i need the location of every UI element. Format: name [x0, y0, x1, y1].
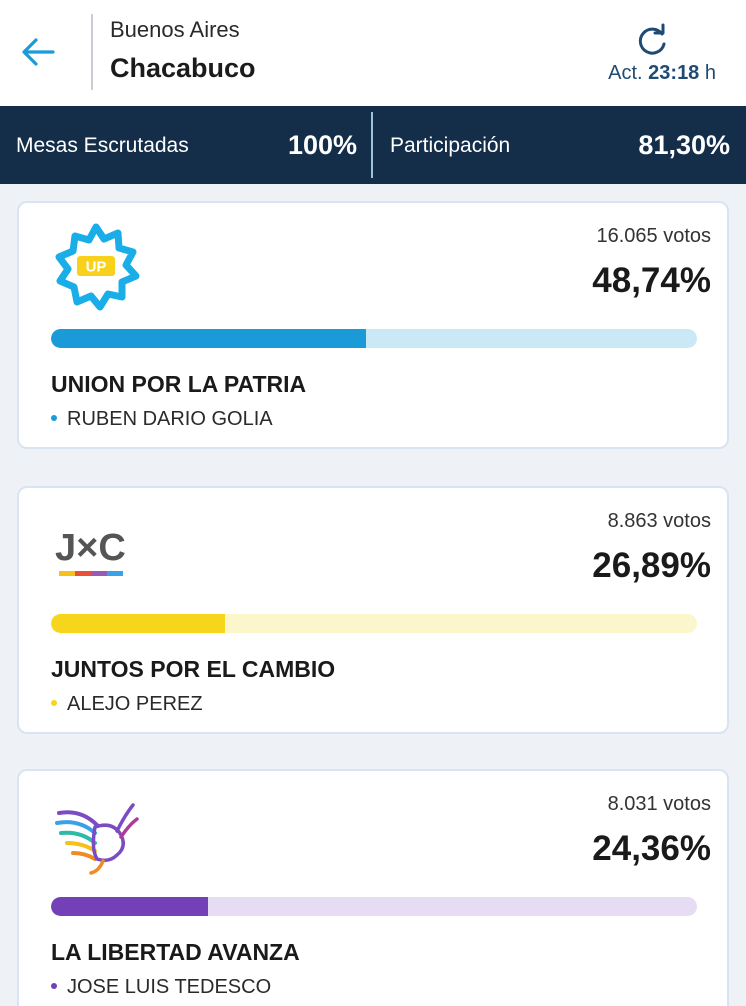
stats-divider	[371, 112, 373, 178]
updated-suffix: h	[704, 62, 716, 84]
header: Buenos Aires Chacabuco Act. 23:18 h	[0, 0, 746, 106]
candidate-name: JOSE LUIS TEDESCO	[51, 976, 271, 999]
juntos-por-el-cambio-logo-icon: J×C	[55, 527, 126, 576]
participacion-label: Participación	[390, 134, 511, 157]
participacion-value: 81,30%	[638, 130, 730, 160]
vote-bar-track	[51, 614, 697, 633]
page-title: Chacabuco	[110, 53, 256, 83]
candidate-label: JOSE LUIS TEDESCO	[67, 976, 272, 998]
updated-prefix: Act.	[608, 62, 643, 84]
candidate-name: ALEJO PEREZ	[51, 693, 203, 716]
stats-bar: Mesas Escrutadas 100% Participación 81,3…	[0, 106, 746, 184]
header-divider	[91, 14, 93, 90]
result-card[interactable]: UP 16.065 votos 48,74% UNION POR LA PATR…	[17, 201, 729, 449]
vote-bar-fill	[51, 329, 366, 348]
back-button[interactable]	[18, 32, 58, 72]
logo-text: UP	[86, 259, 107, 276]
province-label: Buenos Aires	[110, 17, 240, 42]
result-card[interactable]: 8.031 votos 24,36% LA LIBERTAD AVANZA JO…	[17, 769, 729, 1006]
mesas-label: Mesas Escrutadas	[16, 134, 189, 157]
party-name: LA LIBERTAD AVANZA	[51, 939, 300, 965]
party-name: JUNTOS POR EL CAMBIO	[51, 656, 336, 682]
refresh-icon	[638, 23, 666, 55]
updated-time: 23:18	[648, 62, 700, 84]
votes-count: 16.065 votos	[596, 225, 711, 247]
mesas-value: 100%	[287, 130, 357, 160]
arrow-left-icon	[22, 38, 55, 66]
vote-percentage: 24,36%	[592, 829, 711, 868]
candidate-label: RUBEN DARIO GOLIA	[67, 408, 273, 430]
la-libertad-avanza-lion-logo-icon	[55, 803, 139, 875]
refresh-button[interactable]	[630, 22, 674, 62]
vote-bar-fill	[51, 897, 209, 916]
vote-percentage: 26,89%	[592, 546, 711, 585]
union-por-la-patria-logo-icon: UP	[55, 223, 140, 311]
logo-text: J×C	[55, 527, 126, 569]
votes-count: 8.031 votos	[607, 793, 711, 815]
last-updated: Act. 23:18 h	[608, 62, 716, 85]
vote-percentage: 48,74%	[592, 261, 711, 300]
result-card[interactable]: J×C 8.863 votos 26,89% JUNTOS POR EL CAM…	[17, 486, 729, 734]
candidate-name: RUBEN DARIO GOLIA	[51, 408, 273, 431]
vote-bar-fill	[51, 614, 225, 633]
bullet-dot	[51, 414, 57, 421]
candidate-label: ALEJO PEREZ	[67, 693, 203, 715]
bullet-dot	[51, 982, 57, 989]
party-name: UNION POR LA PATRIA	[51, 371, 307, 397]
vote-bar-track	[51, 329, 697, 348]
bullet-dot	[51, 699, 57, 706]
vote-bar-track	[51, 897, 697, 916]
votes-count: 8.863 votos	[607, 510, 711, 532]
